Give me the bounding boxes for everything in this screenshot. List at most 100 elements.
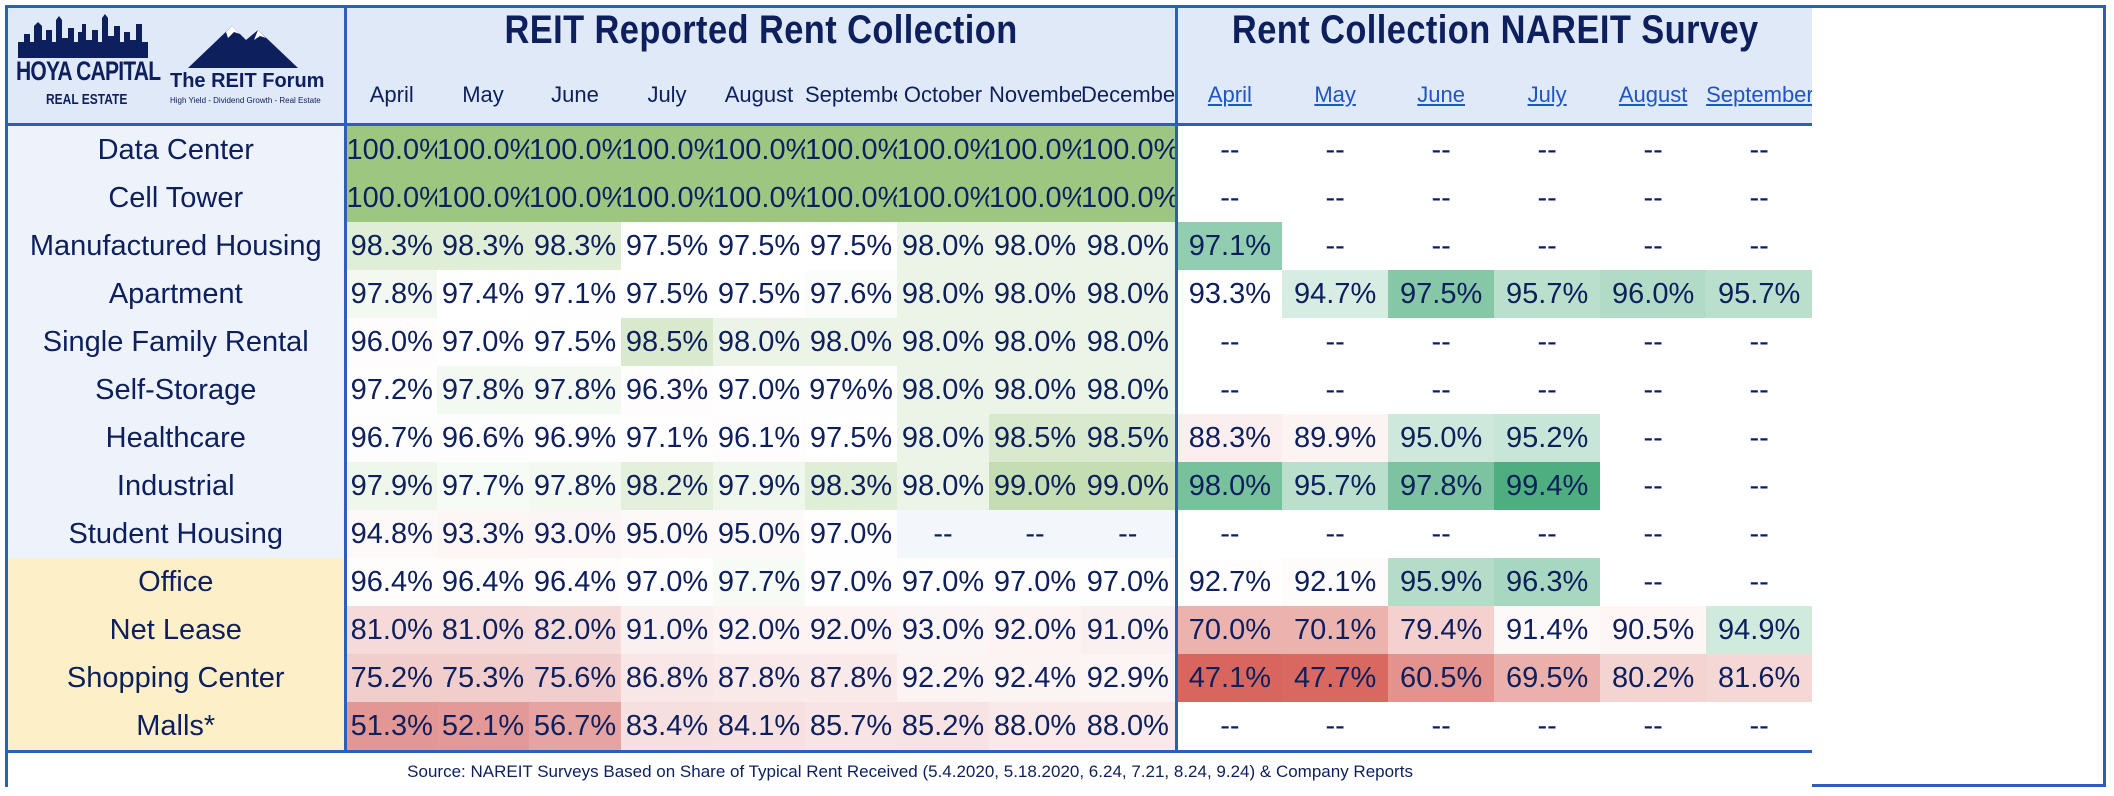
reit-value-cell: 97.6% bbox=[805, 270, 897, 318]
nareit-value-cell: 94.9% bbox=[1706, 606, 1813, 654]
reit-table-title-cell: REIT Reported Rent Collection bbox=[345, 8, 1178, 66]
nareit-value-cell: -- bbox=[1600, 222, 1707, 270]
nareit-value-cell: -- bbox=[1494, 124, 1601, 174]
nareit-value-cell: -- bbox=[1282, 510, 1389, 558]
reit-value-cell: 98.0% bbox=[897, 222, 989, 270]
nareit-value-cell: 95.9% bbox=[1388, 558, 1495, 606]
nareit-month-header[interactable]: May bbox=[1282, 66, 1389, 126]
nareit-value-cell: 89.9% bbox=[1282, 414, 1389, 462]
nareit-value-cell: 60.5% bbox=[1388, 654, 1495, 702]
nareit-value-cell: -- bbox=[1600, 124, 1707, 174]
reit-value-cell: 91.0% bbox=[621, 606, 713, 654]
reit-value-cell: 51.3% bbox=[345, 702, 437, 752]
table-row: Data Center 100.0% 100.0% 100.0% 100.0% 100.0… bbox=[8, 124, 1813, 174]
nareit-value-cell: -- bbox=[1494, 702, 1601, 752]
nareit-value-cell: 95.7% bbox=[1282, 462, 1389, 510]
reit-month-header: May bbox=[437, 66, 529, 126]
nareit-value-cell: 95.7% bbox=[1494, 270, 1601, 318]
reit-value-cell: 52.1% bbox=[437, 702, 529, 752]
reit-value-cell: 99.0% bbox=[989, 462, 1081, 510]
reit-month-header: December bbox=[1081, 66, 1178, 126]
source-note: Source: NAREIT Surveys Based on Share of… bbox=[8, 750, 1813, 790]
nareit-value-cell: -- bbox=[1388, 366, 1495, 414]
reit-value-cell: 96.4% bbox=[345, 558, 437, 606]
nareit-value-cell: 97.1% bbox=[1176, 222, 1283, 270]
reit-value-cell: 97.7% bbox=[437, 462, 529, 510]
nareit-month-link[interactable]: June bbox=[1417, 81, 1465, 107]
reit-value-cell: 100.0% bbox=[621, 174, 713, 222]
nareit-value-cell: 96.0% bbox=[1600, 270, 1707, 318]
reit-value-cell: 56.7% bbox=[529, 702, 621, 752]
reit-value-cell: 100.0% bbox=[989, 174, 1081, 222]
reit-value-cell: 98.5% bbox=[621, 318, 713, 366]
reit-value-cell: 98.3% bbox=[805, 462, 897, 510]
hoya-capital-logo: HOYA CAPITAL REAL ESTATE bbox=[16, 12, 161, 122]
reit-value-cell: 98.5% bbox=[989, 414, 1081, 462]
reit-value-cell: 91.0% bbox=[1081, 606, 1178, 654]
nareit-value-cell: 93.3% bbox=[1176, 270, 1283, 318]
nareit-month-link[interactable]: August bbox=[1618, 81, 1688, 107]
reit-value-cell: 98.3% bbox=[529, 222, 621, 270]
nareit-month-link[interactable]: July bbox=[1527, 81, 1567, 107]
nareit-month-link[interactable]: April bbox=[1207, 81, 1252, 107]
nareit-value-cell: 80.2% bbox=[1600, 654, 1707, 702]
nareit-value-cell: -- bbox=[1706, 414, 1813, 462]
reit-value-cell: 97.9% bbox=[345, 462, 437, 510]
nareit-month-header[interactable]: July bbox=[1494, 66, 1601, 126]
reit-value-cell: 98.0% bbox=[1081, 222, 1178, 270]
nareit-month-header[interactable]: June bbox=[1388, 66, 1495, 126]
reit-value-cell: 96.9% bbox=[529, 414, 621, 462]
nareit-value-cell: -- bbox=[1388, 702, 1495, 752]
reit-value-cell: 100.0% bbox=[1081, 174, 1178, 222]
nareit-month-header[interactable]: August bbox=[1600, 66, 1707, 126]
reit-value-cell: 92.4% bbox=[989, 654, 1081, 702]
row-label: Office bbox=[8, 558, 347, 606]
row-label: Apartment bbox=[8, 270, 347, 318]
reit-month-header: September bbox=[805, 66, 897, 126]
nareit-value-cell: 47.1% bbox=[1176, 654, 1283, 702]
reit-value-cell: -- bbox=[1081, 510, 1178, 558]
reit-value-cell: 97.5% bbox=[805, 222, 897, 270]
reit-value-cell: 96.4% bbox=[529, 558, 621, 606]
nareit-value-cell: 99.4% bbox=[1494, 462, 1601, 510]
nareit-month-header[interactable]: September bbox=[1706, 66, 1813, 126]
nareit-value-cell: 96.3% bbox=[1494, 558, 1601, 606]
nareit-value-cell: -- bbox=[1706, 702, 1813, 752]
reit-value-cell: 97.5% bbox=[713, 270, 805, 318]
reit-month-header: November bbox=[989, 66, 1081, 126]
nareit-value-cell: -- bbox=[1706, 462, 1813, 510]
reit-value-cell: 97.1% bbox=[621, 414, 713, 462]
reit-value-cell: 98.0% bbox=[897, 366, 989, 414]
nareit-value-cell: 91.4% bbox=[1494, 606, 1601, 654]
nareit-value-cell: -- bbox=[1176, 174, 1283, 222]
reit-value-cell: 98.0% bbox=[713, 318, 805, 366]
nareit-value-cell: -- bbox=[1494, 222, 1601, 270]
nareit-value-cell: 94.7% bbox=[1282, 270, 1389, 318]
nareit-value-cell: -- bbox=[1600, 414, 1707, 462]
reit-value-cell: 97.5% bbox=[529, 318, 621, 366]
table-row: Manufactured Housing 98.3% 98.3% 98.3% 97.5%… bbox=[8, 222, 1813, 270]
table-row: Net Lease 81.0% 81.0% 82.0% 91.0% 92.0% 92.0% 9… bbox=[8, 606, 1813, 654]
row-label: Cell Tower bbox=[8, 174, 347, 222]
reit-value-cell: 100.0% bbox=[345, 124, 437, 174]
nareit-month-link[interactable]: May bbox=[1314, 81, 1356, 107]
nareit-value-cell: -- bbox=[1282, 124, 1389, 174]
nareit-value-cell: -- bbox=[1600, 702, 1707, 752]
reit-value-cell: 100.0% bbox=[805, 124, 897, 174]
reit-value-cell: 97.0% bbox=[805, 510, 897, 558]
nareit-value-cell: -- bbox=[1176, 510, 1283, 558]
reit-value-cell: 96.1% bbox=[713, 414, 805, 462]
nareit-month-link[interactable]: September bbox=[1706, 81, 1813, 107]
reit-value-cell: 88.0% bbox=[1081, 702, 1178, 752]
reit-value-cell: 100.0% bbox=[437, 174, 529, 222]
nareit-value-cell: 95.2% bbox=[1494, 414, 1601, 462]
row-label: Self-Storage bbox=[8, 366, 347, 414]
nareit-month-header[interactable]: April bbox=[1176, 66, 1283, 126]
reit-value-cell: 97.1% bbox=[529, 270, 621, 318]
nareit-value-cell: -- bbox=[1706, 174, 1813, 222]
nareit-value-cell: -- bbox=[1282, 174, 1389, 222]
reit-value-cell: 86.8% bbox=[621, 654, 713, 702]
nareit-value-cell: 95.0% bbox=[1388, 414, 1495, 462]
nareit-value-cell: 98.0% bbox=[1176, 462, 1283, 510]
reit-value-cell: 98.0% bbox=[805, 318, 897, 366]
